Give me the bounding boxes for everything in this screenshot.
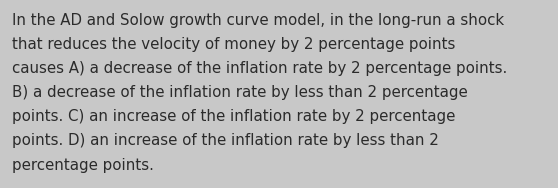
Text: points. C) an increase of the inflation rate by 2 percentage: points. C) an increase of the inflation …: [12, 109, 456, 124]
Text: points. D) an increase of the inflation rate by less than 2: points. D) an increase of the inflation …: [12, 133, 439, 149]
Text: causes A) a decrease of the inflation rate by 2 percentage points.: causes A) a decrease of the inflation ra…: [12, 61, 508, 76]
Text: percentage points.: percentage points.: [12, 158, 154, 173]
Text: In the AD and Solow growth curve model, in the long-run a shock: In the AD and Solow growth curve model, …: [12, 13, 504, 28]
Text: B) a decrease of the inflation rate by less than 2 percentage: B) a decrease of the inflation rate by l…: [12, 85, 468, 100]
Text: that reduces the velocity of money by 2 percentage points: that reduces the velocity of money by 2 …: [12, 37, 456, 52]
